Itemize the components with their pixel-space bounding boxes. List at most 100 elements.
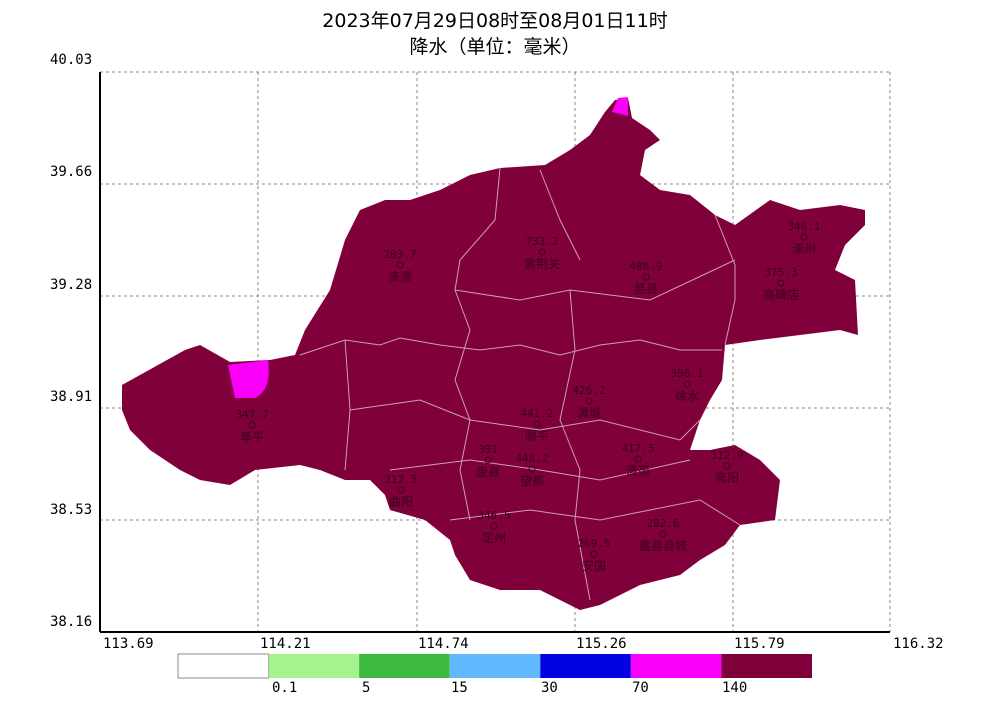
station-name: 定州 <box>482 530 506 545</box>
station-dot-icon <box>484 456 492 464</box>
x-tick-label: 114.21 <box>260 636 311 652</box>
station-name: 安国 <box>582 558 606 573</box>
station-value: 346.5 <box>477 509 510 522</box>
station-name: 易县 <box>634 282 658 296</box>
station-marker: 346.1 涿州 <box>787 220 820 256</box>
station-dot-icon <box>634 455 642 463</box>
station-name: 涞源 <box>388 270 412 284</box>
station-name: 紫荆关 <box>524 257 560 271</box>
station-dot-icon <box>397 486 405 494</box>
legend-label: 70 <box>632 680 649 696</box>
station-dot-icon <box>248 421 256 429</box>
legend-swatch <box>268 654 360 678</box>
station-dot-icon <box>396 261 404 269</box>
station-marker: 347.7 阜平 <box>235 408 268 444</box>
station-marker: 282.6 蠡县县城 <box>639 517 687 553</box>
y-tick-label: 39.66 <box>50 164 93 180</box>
legend-label: 15 <box>451 680 468 696</box>
legend-swatch <box>540 654 631 678</box>
station-name: 唐县 <box>476 464 500 479</box>
station-name: 阜平 <box>240 430 264 444</box>
x-tick-label: 116.32 <box>893 636 944 652</box>
x-tick-label: 113.69 <box>103 636 154 652</box>
precipitation-region-70-140 <box>228 360 269 398</box>
station-marker: 426.2 满城 <box>572 384 605 420</box>
station-dot-icon <box>590 550 598 558</box>
x-tick-label: 115.26 <box>576 636 627 652</box>
station-name: 清苑 <box>626 464 650 478</box>
precipitation-region-70-140 <box>612 97 628 116</box>
legend-swatch <box>359 654 450 678</box>
station-name: 徐水 <box>675 388 699 403</box>
y-tick-label: 40.03 <box>50 52 93 68</box>
station-value: 282.6 <box>646 517 679 530</box>
x-tick-label: 114.74 <box>418 636 469 652</box>
station-value: 391 <box>478 443 498 456</box>
station-dot-icon <box>800 233 808 241</box>
station-value: 312.5 <box>384 473 417 486</box>
station-dot-icon <box>538 248 546 256</box>
station-name: 望都 <box>520 474 544 488</box>
station-value: 733.2 <box>525 235 558 248</box>
y-tick-label: 39.28 <box>50 277 93 293</box>
map-title: 2023年07月29日08时至08月01日11时 <box>322 10 668 32</box>
map-subtitle: 降水（单位：毫米） <box>409 36 581 58</box>
station-value: 396.1 <box>670 367 703 380</box>
station-marker: 417.5 清苑 <box>621 442 654 478</box>
station-value: 269.5 <box>577 537 610 550</box>
station-dot-icon <box>683 380 691 388</box>
legend-label: 30 <box>541 680 558 696</box>
legend-swatch <box>177 653 270 679</box>
station-marker: 391 唐县 <box>476 443 500 479</box>
station-marker: 283.7 涞源 <box>383 248 416 284</box>
legend-swatch <box>449 654 541 678</box>
legend-color-bar <box>177 653 812 679</box>
legend-label: 5 <box>362 680 371 696</box>
station-marker: 396.1 徐水 <box>670 367 703 403</box>
station-name: 涿州 <box>792 242 816 256</box>
precipitation-region-140plus <box>122 98 865 610</box>
station-marker: 346.5 定州 <box>477 509 510 545</box>
legend-swatch <box>630 654 722 678</box>
station-value: 488.9 <box>629 260 662 273</box>
station-value: 346.1 <box>787 220 820 233</box>
station-name: 满城 <box>577 406 601 420</box>
station-marker: 312.9 高阳 <box>710 449 743 485</box>
legend-label: 0.1 <box>272 680 298 696</box>
station-value: 441.2 <box>520 407 553 420</box>
station-name: 顺平 <box>525 429 549 443</box>
station-marker: 441.2 顺平 <box>520 407 553 443</box>
station-dot-icon <box>585 397 593 405</box>
station-dot-icon <box>490 522 498 530</box>
station-marker: 733.2 紫荆关 <box>524 235 560 271</box>
station-dot-icon <box>659 530 667 538</box>
y-tick-label: 38.53 <box>50 502 93 518</box>
plot-frame <box>99 72 890 633</box>
legend-label: 140 <box>722 680 748 696</box>
station-value: 347.7 <box>235 408 268 421</box>
station-dot-icon <box>642 273 650 281</box>
x-tick-label: 115.79 <box>734 636 785 652</box>
stations: 283.7 涞源 733.2 紫荆关 488.9 易县 346.1 涿州 375.3 高碑店 347… <box>235 220 820 573</box>
station-dot-icon <box>723 462 731 470</box>
station-value: 283.7 <box>383 248 416 261</box>
station-marker: 269.5 安国 <box>577 537 610 573</box>
county-borders <box>299 167 741 601</box>
station-marker: 488.9 易县 <box>629 260 662 296</box>
station-value: 426.2 <box>572 384 605 397</box>
station-name: 高碑店 <box>763 287 799 302</box>
station-marker: 375.3 高碑店 <box>763 266 799 302</box>
station-name: 蠡县县城 <box>639 538 687 553</box>
legend-swatch <box>721 654 812 678</box>
station-name: 曲阳 <box>389 495 413 509</box>
station-value: 312.9 <box>710 449 743 462</box>
station-dot-icon <box>533 420 541 428</box>
y-tick-label: 38.91 <box>50 389 93 405</box>
station-name: 高阳 <box>715 470 739 485</box>
station-value: 375.3 <box>764 266 797 279</box>
station-dot-icon <box>777 279 785 287</box>
y-tick-label: 38.16 <box>50 614 93 630</box>
station-marker: 448.2 望都 <box>515 452 548 488</box>
